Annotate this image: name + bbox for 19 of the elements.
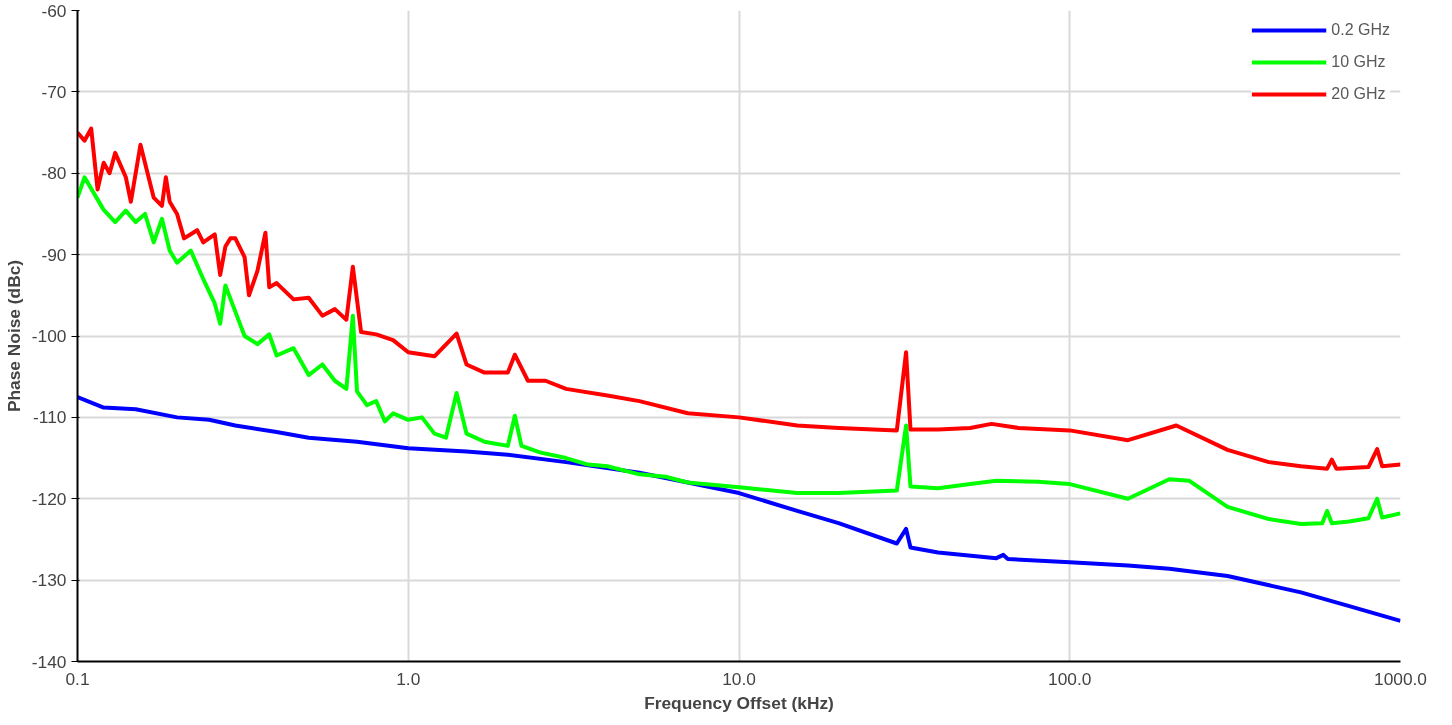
- y-tick-label: -100: [31, 326, 67, 346]
- y-tick-label: -80: [41, 163, 67, 184]
- y-tick-label: -70: [41, 81, 67, 102]
- x-axis-title: Frequency Offset (kHz): [644, 692, 834, 713]
- x-tick-label: 1.0: [396, 668, 421, 689]
- x-tick-label: 1000.0: [1374, 668, 1427, 689]
- x-tick-label: 100.0: [1048, 668, 1092, 689]
- y-tick-label: -60: [41, 0, 67, 21]
- x-tick-label: 0.1: [65, 668, 90, 689]
- legend-label: 10 GHz: [1331, 53, 1386, 71]
- y-tick-label: -120: [31, 488, 67, 509]
- legend-label: 20 GHz: [1331, 85, 1386, 103]
- x-tick-label: 10.0: [722, 668, 756, 689]
- legend-label: 0.2 GHz: [1331, 21, 1390, 39]
- y-tick-label: -130: [31, 570, 67, 591]
- y-axis-title: Phase Noise (dBc): [3, 259, 24, 413]
- y-tick-label: -140: [31, 651, 67, 672]
- y-tick-label: -110: [33, 407, 67, 428]
- y-tick-label: -90: [41, 244, 67, 265]
